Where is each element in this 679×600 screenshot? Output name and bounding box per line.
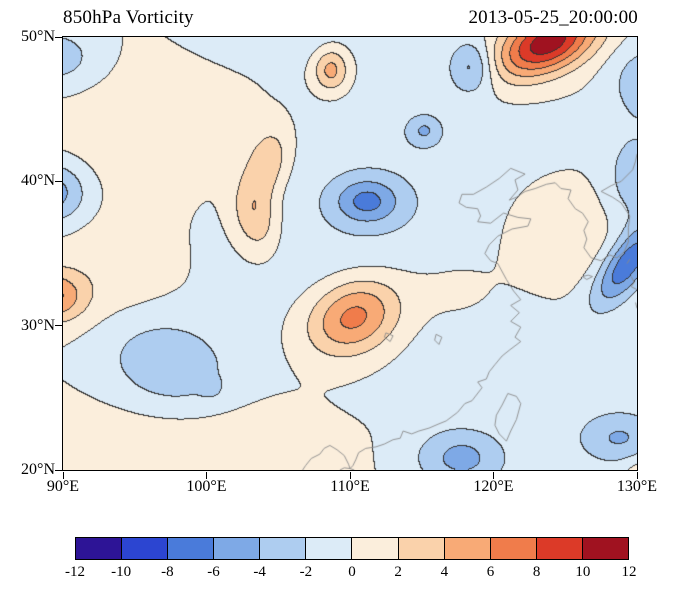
- y-tick-label: 30°N: [21, 316, 55, 334]
- x-tick-mark: [636, 472, 638, 479]
- plot-timestamp: 2013-05-25_20:00:00: [468, 7, 638, 28]
- colorbar-cell: [76, 538, 123, 559]
- colorbar-cell: [306, 538, 353, 559]
- y-tick-mark: [55, 325, 62, 327]
- colorbar-cell: [122, 538, 169, 559]
- colorbar: [75, 537, 629, 560]
- colorbar-tick-label: -12: [65, 564, 85, 580]
- x-tick-label: 130°E: [616, 478, 658, 495]
- colorbar-tick-label: 10: [575, 564, 591, 580]
- map-plot-area: [62, 36, 638, 471]
- x-tick-mark: [493, 472, 494, 479]
- x-tick-label: 110°E: [330, 478, 370, 495]
- colorbar-tick-label: 6: [486, 564, 495, 580]
- y-tick-label: 40°N: [21, 172, 55, 190]
- vorticity-field-canvas: [63, 37, 637, 470]
- colorbar-tick-label: -4: [253, 564, 266, 580]
- colorbar-cell: [214, 538, 261, 559]
- colorbar-tick-label: -6: [207, 564, 220, 580]
- colorbar-cell: [582, 538, 628, 559]
- colorbar-cell: [490, 538, 537, 559]
- x-tick-mark: [349, 472, 351, 479]
- colorbar-tick-label: -10: [111, 564, 132, 580]
- colorbar-tick-label: -2: [299, 564, 313, 580]
- colorbar-tick-label: -8: [161, 564, 174, 580]
- colorbar-cell: [260, 538, 307, 559]
- colorbar-tick-label: 0: [348, 564, 356, 580]
- x-tick-label: 90°E: [46, 478, 80, 495]
- colorbar-cell: [536, 538, 583, 559]
- x-tick-mark: [62, 472, 64, 479]
- colorbar-tick-label: 8: [532, 564, 541, 580]
- y-tick-mark: [55, 180, 62, 182]
- colorbar-tick-label: 4: [440, 564, 449, 580]
- x-tick-label: 100°E: [186, 478, 227, 495]
- y-tick-label: 50°N: [21, 28, 55, 45]
- y-tick-label: 20°N: [21, 461, 55, 478]
- y-tick-mark: [55, 36, 62, 38]
- colorbar-tick-label: 2: [394, 564, 402, 580]
- x-tick-mark: [206, 472, 207, 479]
- colorbar-tick-label: 12: [621, 564, 637, 580]
- plot-title: 850hPa Vorticity: [63, 7, 194, 28]
- x-tick-label: 120°E: [473, 478, 514, 495]
- colorbar-cell: [168, 538, 215, 559]
- colorbar-cell: [398, 538, 445, 559]
- colorbar-cell: [352, 538, 399, 559]
- colorbar-cell: [444, 538, 491, 559]
- y-tick-mark: [55, 469, 62, 471]
